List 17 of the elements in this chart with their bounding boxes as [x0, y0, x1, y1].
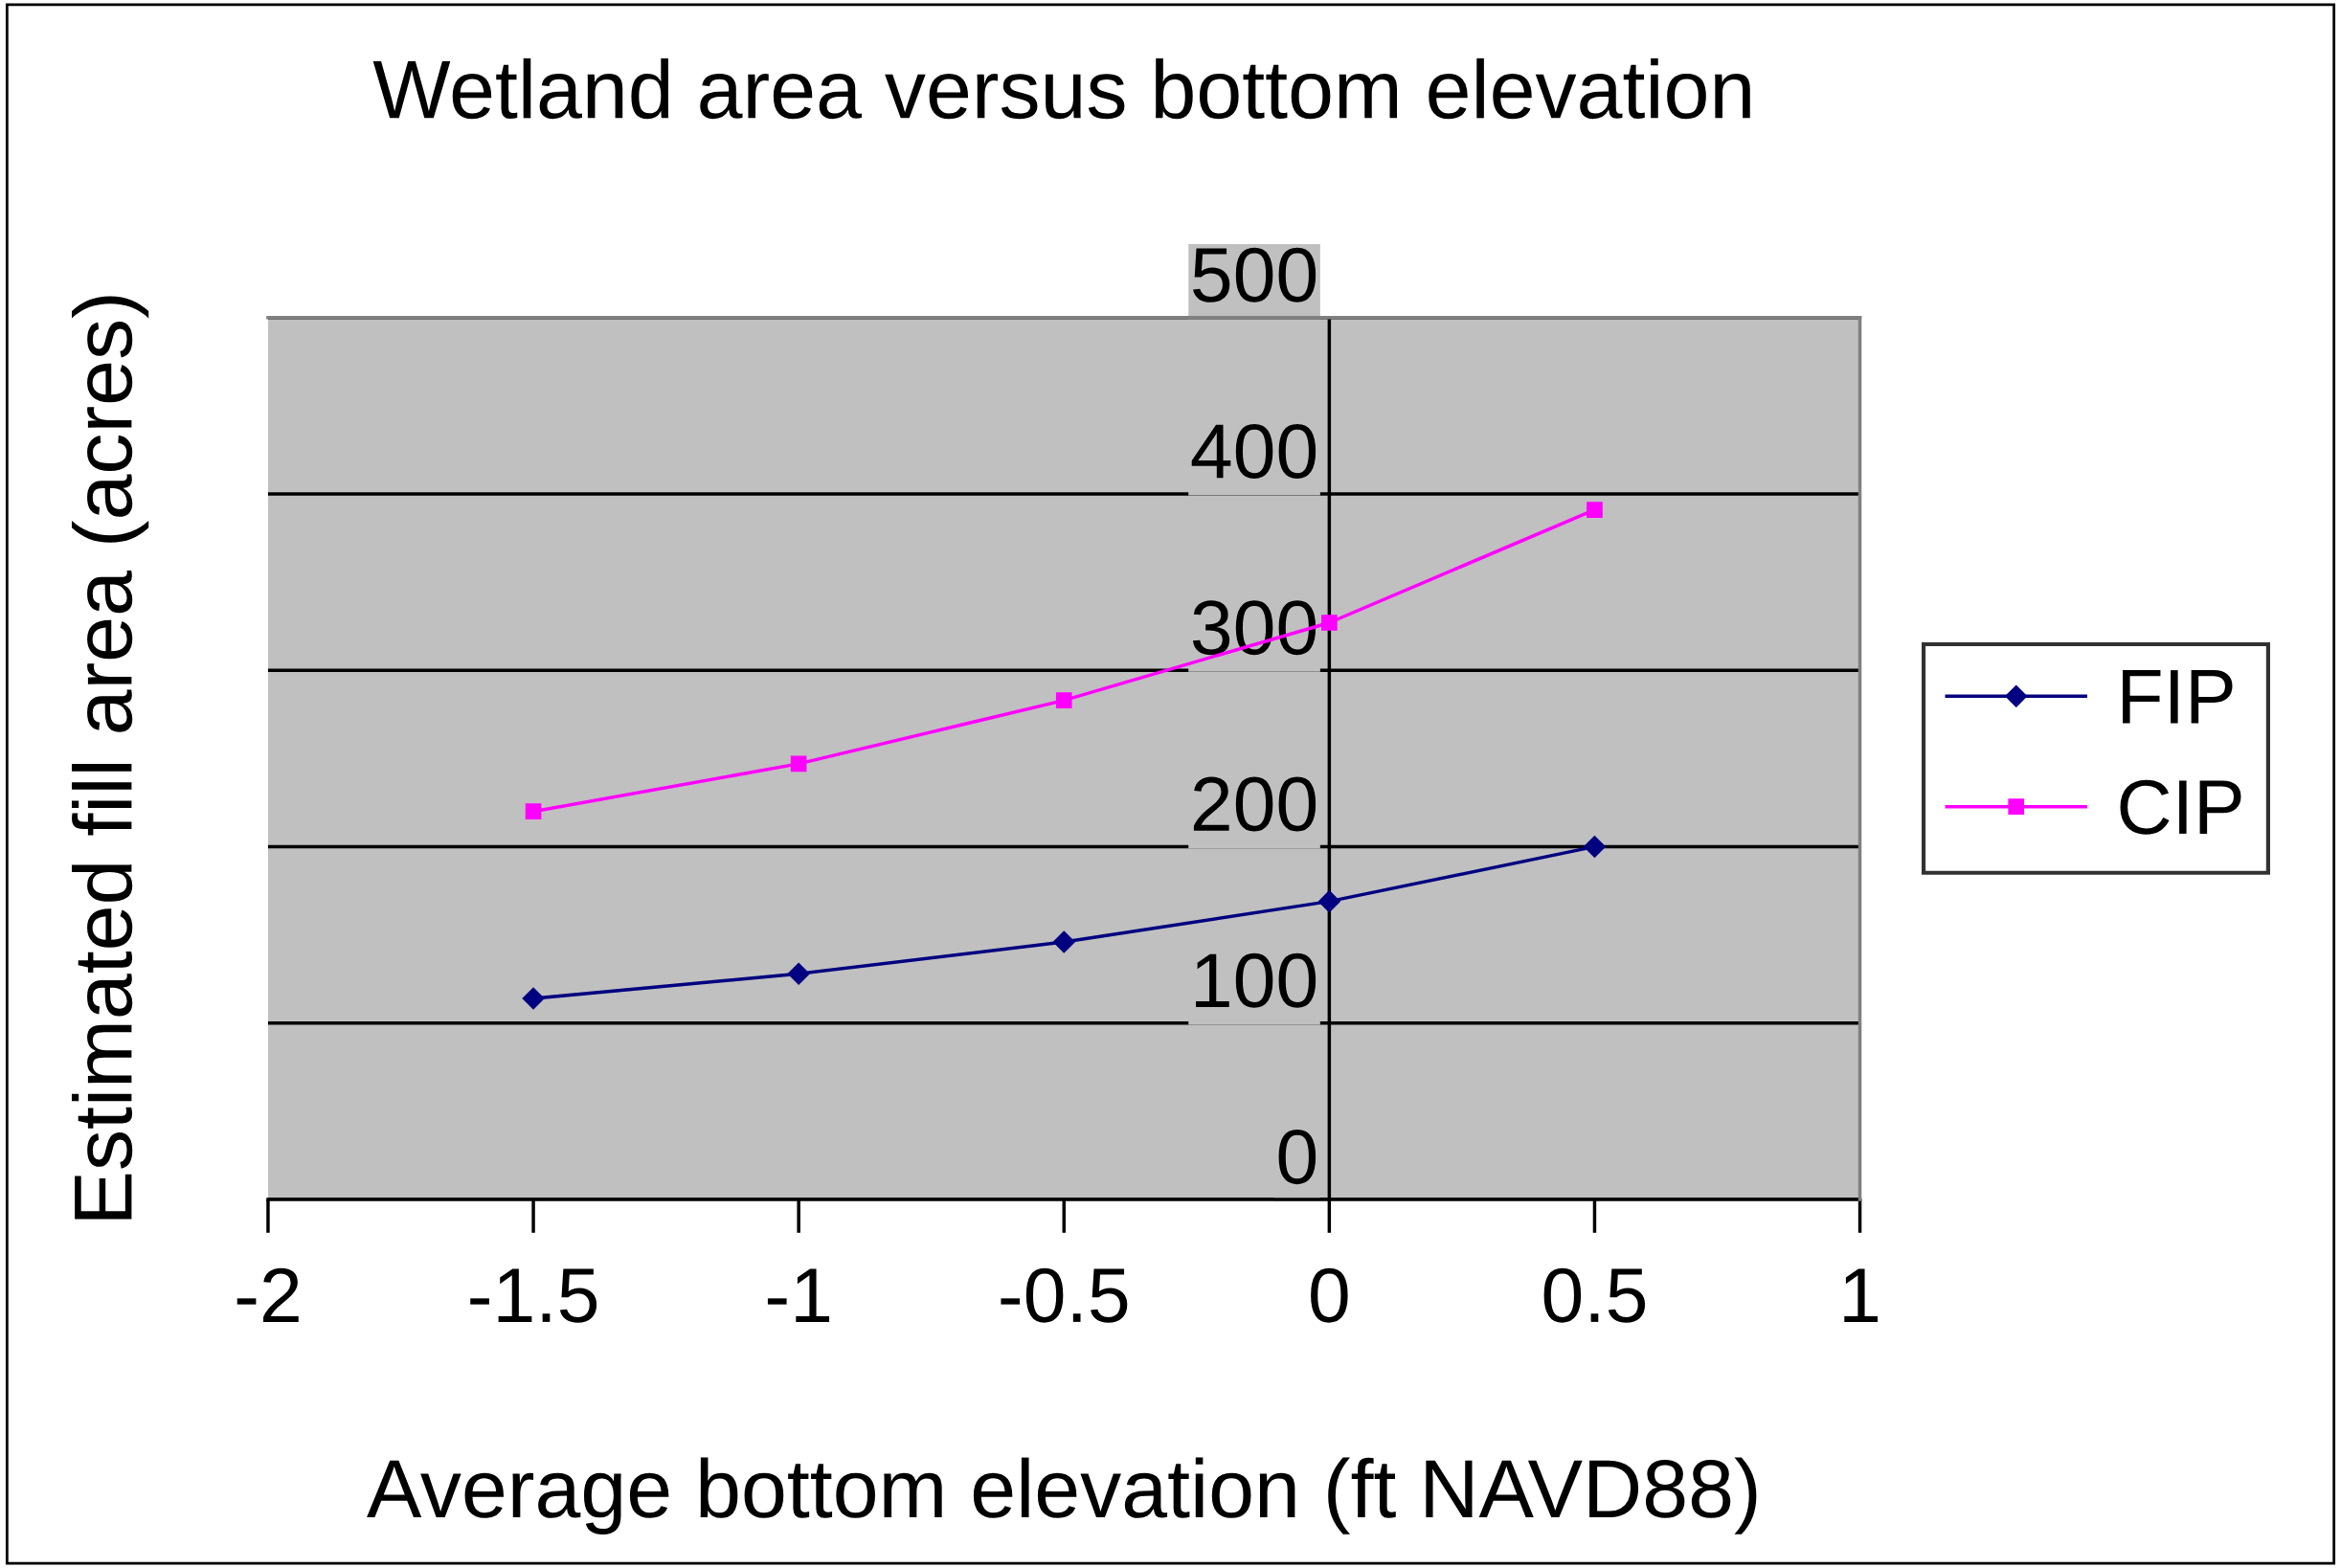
x-tick-label: 0.5 [1543, 1267, 1646, 1323]
x-tick-label: -1 [767, 1268, 830, 1322]
x-tick-label: -0.5 [1001, 1267, 1128, 1323]
y-tick-label: 400 [1191, 424, 1317, 480]
x-tick-label: -2 [236, 1267, 299, 1322]
y-tick-label: 200 [1193, 776, 1317, 832]
x-axis-title: Average bottom elevation (ft NAVD88) [367, 1457, 1757, 1534]
chart-title: Wetland area versus bottom elevation [372, 57, 1750, 120]
x-tick-label: 1 [1844, 1268, 1879, 1322]
y-tick-label: 300 [1192, 600, 1317, 656]
y-tick-label: 100 [1195, 952, 1317, 1008]
legend-label: FIP [2123, 670, 2233, 724]
y-tick-label: 500 [1193, 247, 1317, 302]
legend-label: CIP [2120, 779, 2241, 835]
y-axis-title: Estimated fill area (acres) [71, 296, 149, 1220]
x-tick-label: -1.5 [470, 1268, 597, 1323]
y-tick-label: 0 [1278, 1130, 1317, 1185]
